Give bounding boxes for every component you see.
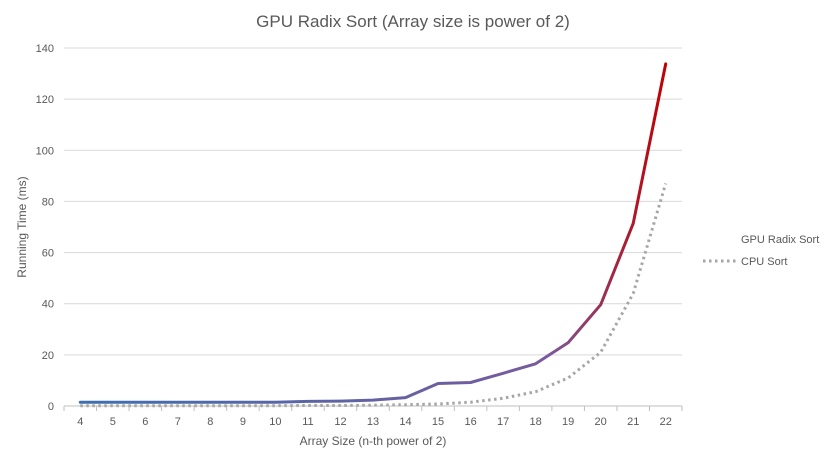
y-tick-label: 0 xyxy=(48,401,54,413)
series-line-cpu-sort xyxy=(80,183,668,408)
x-tick-label: 7 xyxy=(175,416,181,428)
legend-entry-cpu-sort: CPU Sort xyxy=(703,256,787,268)
y-tick-label: 60 xyxy=(42,248,54,260)
x-tick-label: 20 xyxy=(595,416,607,428)
y-tick-label: 80 xyxy=(42,196,54,208)
x-tick-label: 4 xyxy=(77,416,83,428)
x-tick-label: 19 xyxy=(562,416,574,428)
legend-entry-gpu-radix-sort: GPU Radix Sort xyxy=(703,234,819,246)
x-tick-label: 6 xyxy=(142,416,148,428)
y-tick-label: 140 xyxy=(36,43,54,55)
y-tick-label: 100 xyxy=(36,145,54,157)
x-tick-label: 13 xyxy=(367,416,379,428)
x-tick-label: 5 xyxy=(110,416,116,428)
x-tick-label: 9 xyxy=(240,416,246,428)
series-lines xyxy=(78,62,668,408)
x-tick-label: 8 xyxy=(207,416,213,428)
legend: GPU Radix Sort CPU Sort xyxy=(703,234,819,268)
y-tick-label: 40 xyxy=(42,299,54,311)
y-tick-label: 20 xyxy=(42,350,54,362)
x-tick-label: 18 xyxy=(530,416,542,428)
x-axis-ticks: 4 5 6 7 8 9 10 11 12 13 14 15 16 17 18 19 20 21 22 xyxy=(63,406,683,428)
y-axis-label: Running Time (ms) xyxy=(15,176,29,277)
series-line-gpu-radix-sort xyxy=(78,62,668,404)
x-tick-label: 22 xyxy=(660,416,672,428)
gridlines xyxy=(64,47,682,407)
x-axis-label: Array Size (n-th power of 2) xyxy=(300,434,447,448)
x-tick-label: 10 xyxy=(269,416,281,428)
x-tick-label: 14 xyxy=(399,416,411,428)
x-tick-label: 11 xyxy=(302,416,313,428)
legend-label: GPU Radix Sort xyxy=(741,234,819,246)
legend-label: CPU Sort xyxy=(741,256,787,268)
x-tick-label: 21 xyxy=(627,416,639,428)
chart-title: GPU Radix Sort (Array size is power of 2… xyxy=(256,12,570,31)
y-tick-label: 120 xyxy=(36,94,54,106)
x-tick-label: 15 xyxy=(432,416,444,428)
x-tick-label: 12 xyxy=(334,416,346,428)
x-tick-label: 17 xyxy=(497,416,509,428)
x-tick-label: 16 xyxy=(464,416,476,428)
y-axis-ticks: 0 20 40 60 80 100 120 140 xyxy=(36,43,54,413)
